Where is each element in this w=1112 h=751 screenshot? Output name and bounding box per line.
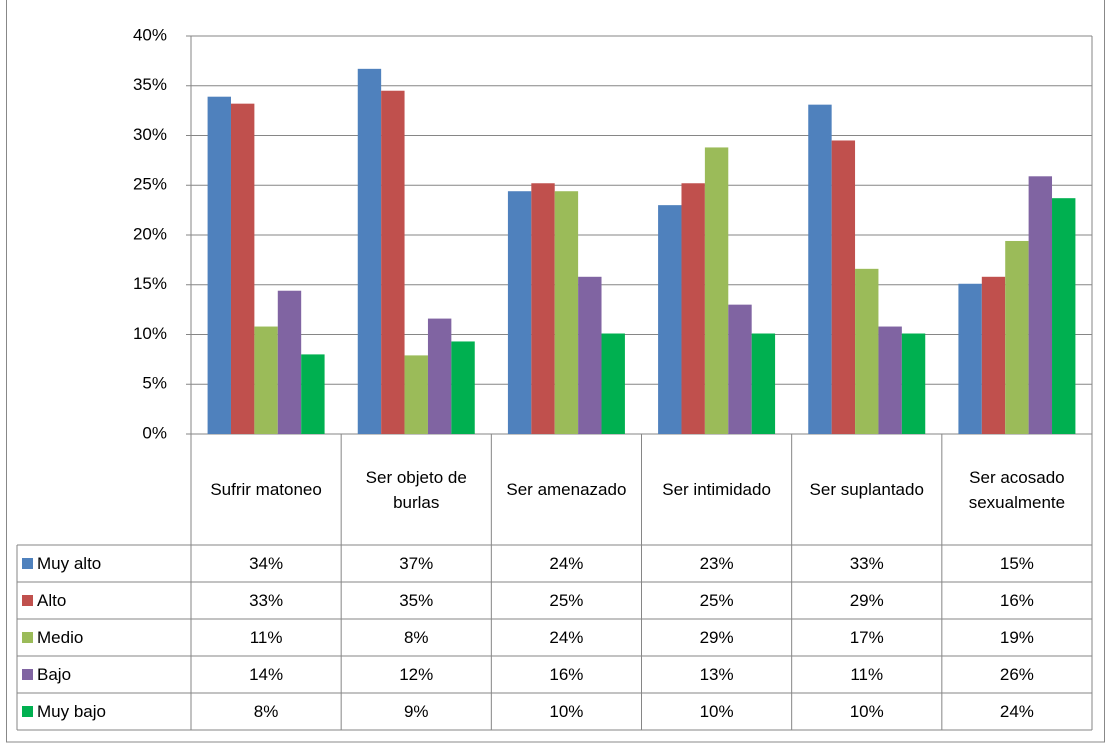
bar bbox=[981, 276, 1006, 434]
legend-label: Bajo bbox=[37, 664, 72, 684]
y-tick-label: 40% bbox=[133, 25, 167, 44]
table-value: 10% bbox=[549, 702, 584, 721]
category-label: Ser suplantado bbox=[809, 480, 924, 499]
table-value: 33% bbox=[849, 554, 884, 573]
bar bbox=[507, 191, 532, 434]
table-value: 33% bbox=[249, 591, 284, 610]
legend-entry: Bajo bbox=[17, 656, 191, 693]
legend-key bbox=[22, 632, 33, 643]
legend-entry: Muy alto bbox=[17, 545, 191, 582]
legend-entry: Muy bajo bbox=[17, 693, 191, 730]
y-tick-label: 30% bbox=[133, 125, 167, 144]
table-value: 13% bbox=[699, 665, 734, 684]
table-value: 16% bbox=[999, 591, 1034, 610]
table-value: 24% bbox=[549, 554, 584, 573]
legend-key bbox=[22, 595, 33, 606]
bar bbox=[901, 333, 926, 434]
outer-border bbox=[6, 0, 1105, 743]
table-value: 26% bbox=[999, 665, 1034, 684]
table-value: 17% bbox=[849, 628, 884, 647]
y-tick-label: 25% bbox=[133, 175, 167, 194]
bar bbox=[531, 183, 555, 434]
table-value: 37% bbox=[399, 554, 434, 573]
bar bbox=[301, 354, 325, 434]
bar bbox=[277, 290, 302, 434]
legend-label: Muy bajo bbox=[37, 701, 106, 721]
y-tick-label: 20% bbox=[133, 224, 167, 243]
bar bbox=[381, 90, 405, 434]
category-label: Ser objeto de burlas bbox=[365, 467, 467, 512]
bar bbox=[855, 268, 879, 434]
table-value: 9% bbox=[403, 702, 429, 721]
table-value: 10% bbox=[849, 702, 884, 721]
legend-key bbox=[22, 706, 33, 717]
category-label: Ser acosado sexualmente bbox=[968, 467, 1066, 512]
bar bbox=[357, 68, 382, 435]
table-value: 12% bbox=[399, 665, 434, 684]
bar bbox=[751, 333, 776, 434]
bar bbox=[658, 205, 682, 434]
legend-key bbox=[22, 669, 33, 680]
legend-label: Muy alto bbox=[37, 553, 102, 573]
bar bbox=[427, 318, 452, 434]
legend-label: Medio bbox=[37, 627, 84, 647]
table-value: 14% bbox=[249, 665, 284, 684]
bar bbox=[578, 276, 602, 434]
bar bbox=[1005, 240, 1029, 434]
table-value: 29% bbox=[849, 591, 884, 610]
table-value: 34% bbox=[249, 554, 284, 573]
bar bbox=[207, 96, 231, 434]
bar bbox=[254, 326, 278, 434]
bar bbox=[958, 283, 982, 434]
table-value: 29% bbox=[699, 628, 734, 647]
table-value: 19% bbox=[999, 628, 1034, 647]
table-value: 8% bbox=[403, 628, 429, 647]
table-value: 15% bbox=[999, 554, 1034, 573]
table-value: 35% bbox=[399, 591, 434, 610]
table-value: 24% bbox=[999, 702, 1034, 721]
bar bbox=[704, 147, 729, 434]
bar bbox=[728, 304, 752, 434]
legend-key bbox=[22, 558, 33, 569]
bar bbox=[554, 191, 579, 434]
bar bbox=[1052, 198, 1076, 434]
table-value: 25% bbox=[549, 591, 584, 610]
legend-label: Alto bbox=[37, 590, 67, 610]
bar bbox=[404, 355, 428, 434]
table-value: 24% bbox=[549, 628, 584, 647]
table-value: 8% bbox=[253, 702, 279, 721]
bar bbox=[601, 333, 625, 434]
y-tick-label: 0% bbox=[142, 423, 167, 442]
table-value: 25% bbox=[699, 591, 734, 610]
table-value: 11% bbox=[249, 628, 283, 647]
table-value: 11% bbox=[850, 665, 884, 684]
category-label: Ser amenazado bbox=[506, 480, 627, 499]
y-tick-label: 5% bbox=[142, 374, 167, 393]
y-tick-label: 15% bbox=[133, 274, 167, 293]
bar bbox=[878, 326, 902, 434]
bar bbox=[831, 140, 856, 434]
table-value: 16% bbox=[549, 665, 584, 684]
legend-entry: Alto bbox=[17, 582, 191, 619]
bar bbox=[808, 104, 832, 434]
category-label: Ser intimidado bbox=[662, 480, 771, 499]
table-value: 10% bbox=[699, 702, 734, 721]
y-tick-label: 10% bbox=[133, 324, 167, 343]
bar bbox=[681, 183, 705, 434]
bar bbox=[1028, 176, 1053, 435]
bar bbox=[230, 103, 255, 434]
category-label: Sufrir matoneo bbox=[210, 480, 322, 499]
legend-entry: Medio bbox=[17, 619, 191, 656]
bar bbox=[451, 341, 475, 434]
y-tick-label: 35% bbox=[133, 75, 167, 94]
table-value: 23% bbox=[699, 554, 734, 573]
